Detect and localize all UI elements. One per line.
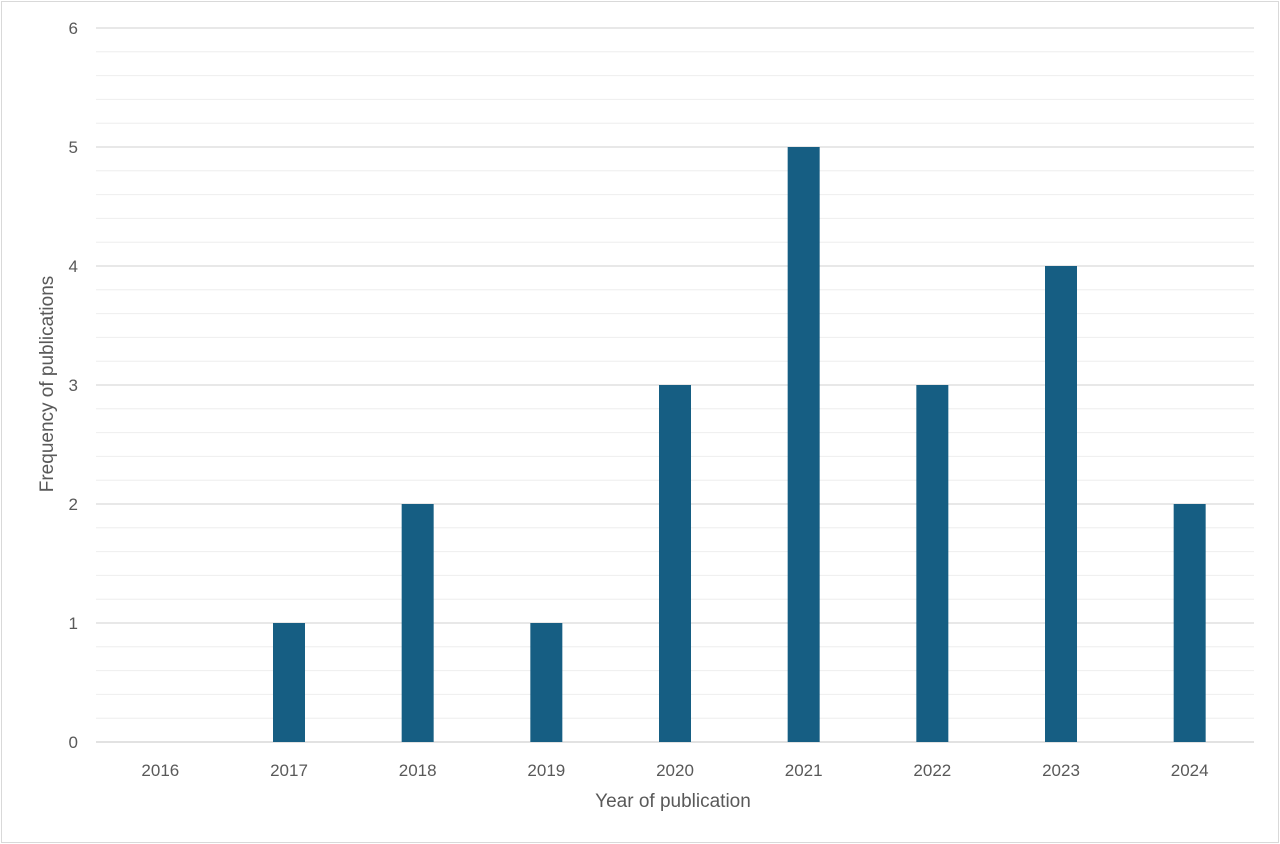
x-tick-label: 2016	[141, 761, 179, 780]
y-tick-label: 4	[69, 257, 78, 276]
y-tick-label: 5	[69, 138, 78, 157]
y-axis-title: Frequency of publications	[37, 276, 58, 493]
bar-2021	[787, 147, 820, 742]
y-tick-labels: 0 1 2 3 4 5 6	[69, 19, 78, 752]
bar-2020	[659, 385, 691, 742]
y-tick-label: 1	[69, 614, 78, 633]
x-axis-title: Year of publication	[595, 791, 751, 812]
x-tick-labels: 2016 2017 2018 2019 2020 2021 2022 2023 2024	[141, 761, 1208, 780]
x-tick-label: 2022	[913, 761, 951, 780]
bar-2023	[1045, 266, 1077, 742]
bar-2017	[273, 623, 305, 742]
x-tick-label: 2020	[656, 761, 694, 780]
y-tick-label: 2	[69, 495, 78, 514]
bar-2024	[1173, 504, 1206, 742]
bar-2019	[530, 623, 563, 742]
x-tick-label: 2021	[785, 761, 823, 780]
x-tick-label: 2018	[399, 761, 437, 780]
x-tick-label: 2023	[1042, 761, 1080, 780]
x-tick-label: 2019	[527, 761, 565, 780]
x-tick-label: 2017	[270, 761, 308, 780]
bar-2018	[401, 504, 434, 742]
bars	[273, 147, 1206, 742]
bar-2022	[916, 385, 949, 742]
y-tick-label: 3	[69, 376, 78, 395]
y-tick-label: 6	[69, 19, 78, 38]
y-tick-label: 0	[69, 733, 78, 752]
x-tick-label: 2024	[1171, 761, 1209, 780]
